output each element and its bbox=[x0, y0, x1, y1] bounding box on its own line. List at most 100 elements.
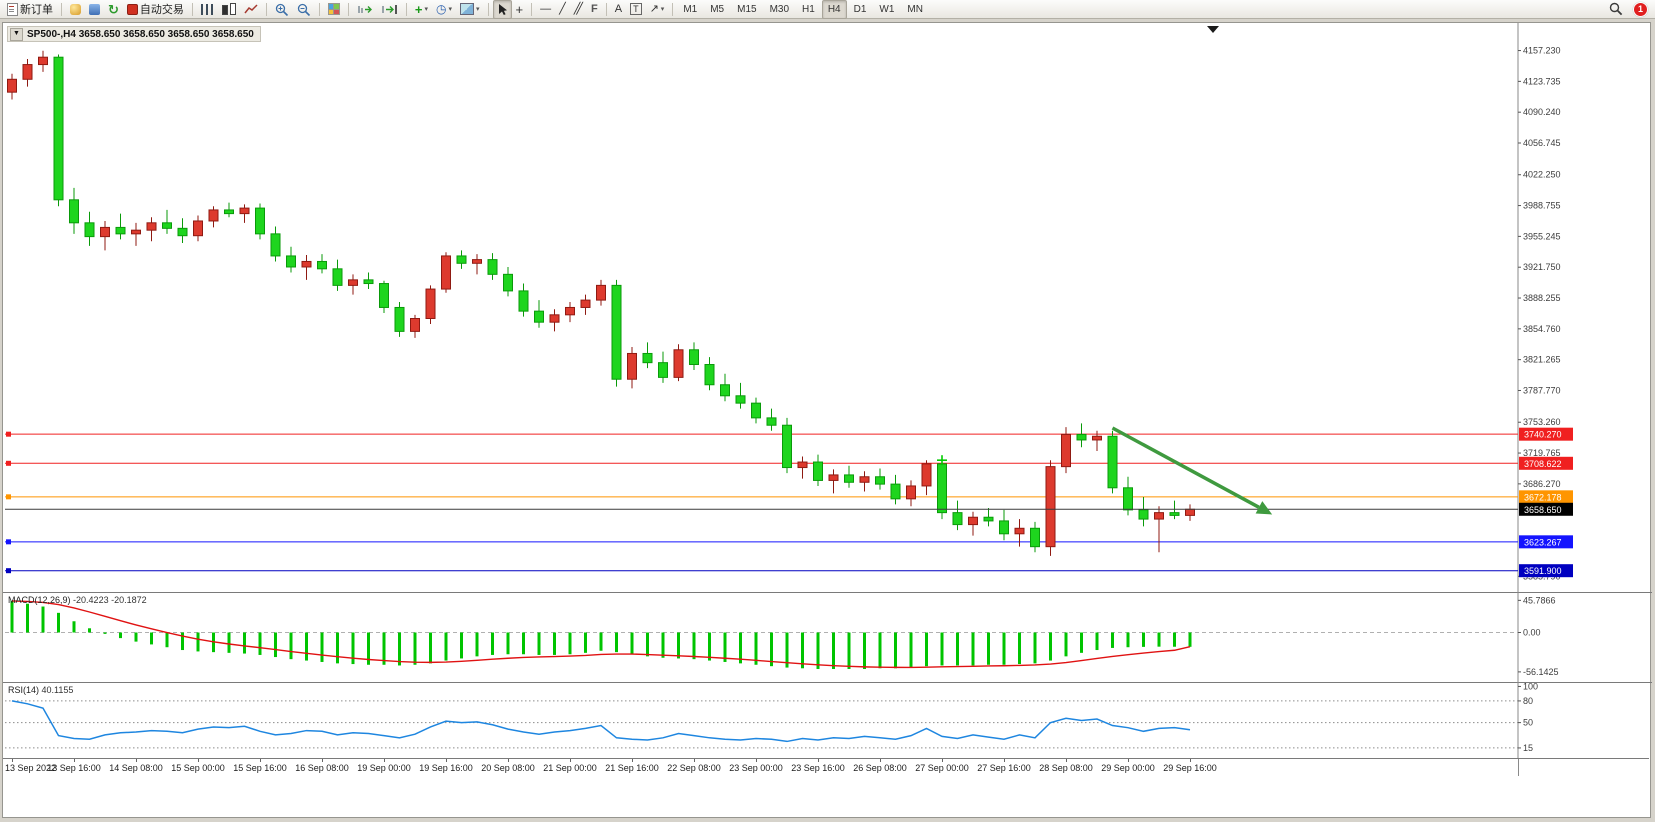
timeframe-button-d1[interactable]: D1 bbox=[853, 3, 867, 15]
new-order-button[interactable]: 新订单 bbox=[3, 0, 57, 19]
trend-arrow-head[interactable] bbox=[1255, 501, 1273, 515]
zoom-in-button[interactable] bbox=[271, 0, 293, 19]
refresh-button[interactable]: ↻ bbox=[104, 0, 123, 19]
arrows-tool-button[interactable]: ↗ ▾ bbox=[646, 0, 669, 19]
auto-scroll-button[interactable] bbox=[353, 0, 377, 19]
cursor-tool-button[interactable] bbox=[492, 0, 512, 19]
fibonacci-icon: F bbox=[591, 2, 598, 15]
text-label-tool-button[interactable]: T bbox=[626, 0, 646, 19]
line-chart-button[interactable] bbox=[240, 0, 262, 19]
timeframe-button-m30[interactable]: M30 bbox=[769, 3, 790, 15]
line-anchor-handle[interactable] bbox=[6, 539, 11, 545]
periods-button[interactable]: ◷ ▾ bbox=[432, 0, 456, 19]
candle-body bbox=[239, 207, 250, 215]
line-anchor-handle[interactable] bbox=[6, 460, 11, 466]
text-tool-button[interactable]: A bbox=[611, 0, 626, 19]
rsi-panel-canvas[interactable]: 100 80 50 15 bbox=[3, 682, 1652, 758]
time-tick bbox=[632, 759, 633, 762]
text-label-icon: T bbox=[630, 3, 642, 15]
time-axis-label: 23 Sep 00:00 bbox=[729, 763, 783, 773]
price-badge-label: 3708.622 bbox=[1524, 459, 1562, 469]
rsi-value: 40.1155 bbox=[41, 685, 74, 695]
candlestick-chart-button[interactable] bbox=[218, 0, 240, 19]
tile-windows-button[interactable] bbox=[324, 0, 344, 19]
fibonacci-tool-button[interactable]: F bbox=[587, 0, 602, 19]
candle-body bbox=[1185, 508, 1195, 516]
price-tick-label: 3787.770 bbox=[1523, 385, 1561, 395]
price-tick-label: 3686.270 bbox=[1523, 479, 1561, 489]
candle-body bbox=[859, 476, 870, 483]
time-tick bbox=[446, 759, 447, 762]
timeframe-button-m1[interactable]: M1 bbox=[683, 3, 698, 15]
candle-body bbox=[921, 463, 932, 487]
candle-body bbox=[627, 352, 637, 380]
trend-arrow-object[interactable] bbox=[1111, 426, 1260, 509]
line-anchor-handle[interactable] bbox=[6, 568, 11, 574]
notification-badge[interactable]: 1 bbox=[1633, 1, 1648, 17]
trendline-tool-button[interactable]: ╱ bbox=[555, 0, 570, 19]
time-axis-label: 19 Sep 00:00 bbox=[357, 763, 411, 773]
timeframe-button-m15[interactable]: M15 bbox=[737, 3, 757, 15]
horizontal-line-tool-button[interactable]: — bbox=[536, 0, 555, 19]
line-anchor-handle[interactable] bbox=[6, 494, 11, 500]
candle-body bbox=[177, 227, 188, 237]
candle-body bbox=[1076, 433, 1087, 441]
price-tick-label: 3753.260 bbox=[1523, 417, 1561, 427]
candle-body bbox=[22, 64, 33, 80]
crosshair-tool-button[interactable]: + bbox=[512, 0, 528, 19]
autotrading-button[interactable]: 自动交易 bbox=[123, 0, 188, 19]
candle-body bbox=[208, 209, 219, 222]
channel-tool-button[interactable]: ╱╱ bbox=[570, 0, 587, 19]
autotrading-stop-icon bbox=[126, 3, 138, 15]
timeframe-button-h1[interactable]: H1 bbox=[802, 3, 815, 15]
template-icon bbox=[460, 3, 475, 15]
text-icon: A bbox=[614, 2, 623, 15]
price-badge bbox=[1519, 427, 1573, 441]
chart-shift-marker-icon[interactable] bbox=[1207, 26, 1219, 33]
bar-chart-button[interactable] bbox=[197, 0, 218, 19]
main-chart-canvas[interactable]: 4157.230 4123.735 4090.240 4056.745 4022.250… bbox=[3, 23, 1652, 592]
refresh-icon: ↻ bbox=[108, 1, 119, 17]
price-tick-label: 4123.735 bbox=[1523, 76, 1561, 86]
price-badge-label: 3623.267 bbox=[1524, 537, 1562, 547]
candle-body bbox=[348, 279, 358, 286]
candle-body bbox=[689, 349, 699, 366]
zoom-out-button[interactable] bbox=[293, 0, 315, 19]
bar-chart-icon bbox=[200, 3, 214, 15]
candle-body bbox=[410, 318, 420, 332]
price-badge bbox=[1519, 564, 1573, 578]
time-axis[interactable]: 13 Sep 2022 13 Sep 16:00 14 Sep 08:00 15 Se… bbox=[3, 758, 1649, 776]
metaeditor-button[interactable] bbox=[85, 0, 104, 19]
candle-body bbox=[596, 284, 606, 301]
search-button[interactable] bbox=[1605, 0, 1627, 19]
candle-body bbox=[952, 512, 963, 526]
candle-body bbox=[286, 255, 296, 268]
metaeditor-icon bbox=[89, 3, 100, 15]
price-scale[interactable] bbox=[1521, 23, 1651, 758]
timeframe-button-h4[interactable]: H4 bbox=[821, 0, 847, 19]
line-anchor-handle[interactable] bbox=[6, 431, 11, 437]
candle-body bbox=[906, 485, 916, 500]
indicators-button[interactable]: + ▾ bbox=[411, 0, 432, 19]
toolbar-separator bbox=[531, 2, 533, 16]
timeframe-button-w1[interactable]: W1 bbox=[879, 3, 895, 15]
expert-advisor-button[interactable] bbox=[66, 0, 85, 19]
time-axis-label: 21 Sep 00:00 bbox=[543, 763, 597, 773]
macd-panel-canvas[interactable]: 45.7866 0.00 -56.1425 bbox=[3, 592, 1652, 682]
chart-collapse-button[interactable]: ▼ bbox=[10, 27, 23, 41]
macd-indicator-label: MACD(12,26,9) -20.4223 -20.1872 bbox=[8, 595, 147, 605]
time-tick bbox=[756, 759, 757, 762]
timeframe-button-m5[interactable]: M5 bbox=[710, 3, 725, 15]
time-tick bbox=[1004, 759, 1005, 762]
candle-body bbox=[301, 260, 312, 268]
candle-body bbox=[797, 461, 808, 469]
price-badge-label: 3591.900 bbox=[1524, 566, 1562, 576]
zoom-out-icon bbox=[297, 3, 310, 16]
axis-separator bbox=[1518, 759, 1519, 776]
candle-body bbox=[115, 226, 126, 235]
templates-button[interactable]: ▾ bbox=[456, 0, 484, 19]
rsi-tick-label: 80 bbox=[1523, 696, 1533, 706]
timeframe-button-mn[interactable]: MN bbox=[907, 3, 923, 15]
chart-title: SP500-,H4 3658.650 3658.650 3658.650 365… bbox=[27, 28, 254, 40]
chart-shift-button[interactable] bbox=[377, 0, 402, 19]
